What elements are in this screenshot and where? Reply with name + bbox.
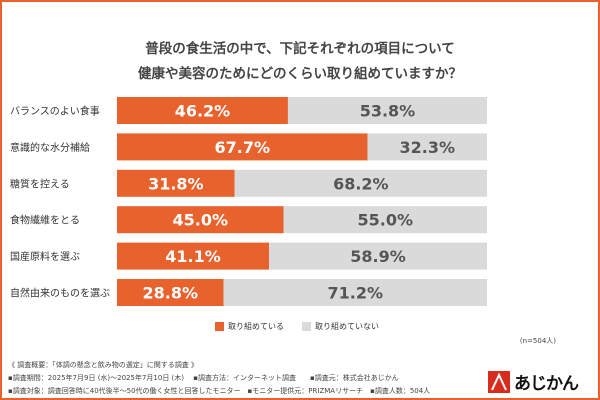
footer-line1: 《 調査概要：「体調の懸念と飲み物の選定」に関する調査 》: [8, 361, 198, 369]
category-label: バランスのよい食事: [10, 105, 100, 118]
data-label: 55.0%: [357, 211, 413, 230]
bar-done: [117, 242, 270, 270]
data-label: 67.7%: [214, 138, 270, 157]
footer-line2: ▪調査期間：2025年7月9日 (水)～2025年7月10日 (木) ▪調査方法…: [8, 374, 399, 382]
data-label: 45.0%: [172, 211, 228, 230]
data-label: 53.8%: [360, 102, 416, 121]
bar-not-done: [367, 133, 487, 161]
bar-not-done: [269, 242, 487, 270]
data-label: 71.2%: [328, 284, 384, 303]
data-label: 58.9%: [350, 247, 406, 266]
legend-item-done: 取り組めている: [215, 321, 284, 332]
bar-done: [117, 206, 284, 234]
chart-title-line1: 普段の食生活の中で、下記それぞれの項目について: [145, 41, 455, 57]
category-label: 意識的な水分補給: [10, 141, 90, 154]
chart-title-line2: 健康や美容のためにどのくらい取り組めていますか？: [138, 66, 462, 82]
bar-not-done: [287, 97, 487, 124]
data-label: 31.8%: [148, 174, 204, 193]
legend-label: 取り組めている: [228, 322, 284, 331]
category-label: 糖質を控える: [10, 177, 70, 190]
sample-size: (n=504人): [519, 337, 556, 345]
logo: あじかん: [488, 369, 579, 394]
data-label: 68.2%: [333, 174, 389, 193]
legend-label: 取り組めていない: [315, 322, 379, 331]
category-label: 食物繊維をとる: [10, 214, 80, 227]
data-label: 32.3%: [399, 138, 455, 157]
data-label: 41.1%: [165, 247, 221, 266]
bar-not-done: [234, 169, 487, 197]
data-label: 46.2%: [175, 102, 231, 121]
bar-done: [117, 279, 224, 306]
category-label: 国産原料を選ぶ: [10, 250, 80, 263]
bar-done: [117, 97, 288, 124]
data-label: 28.8%: [143, 284, 199, 303]
logo-text: あじかん: [514, 374, 579, 394]
bar-done: [117, 133, 368, 161]
footer-line3: ▪調査対象：調査回答時に40代後半～50代の働く女性と回答したモニター ▪モニタ…: [8, 387, 431, 395]
legend-swatch: [215, 322, 224, 331]
legend: 取り組めている 取り組めていない: [215, 321, 379, 332]
bar-not-done: [223, 279, 487, 306]
bar-done: [117, 169, 235, 197]
legend-swatch: [302, 322, 311, 331]
category-label: 自然由来のものを選ぶ: [10, 287, 110, 300]
legend-item-not-done: 取り組めていない: [302, 321, 379, 332]
bar-not-done: [283, 206, 487, 234]
logo-mark-icon: [488, 370, 510, 393]
